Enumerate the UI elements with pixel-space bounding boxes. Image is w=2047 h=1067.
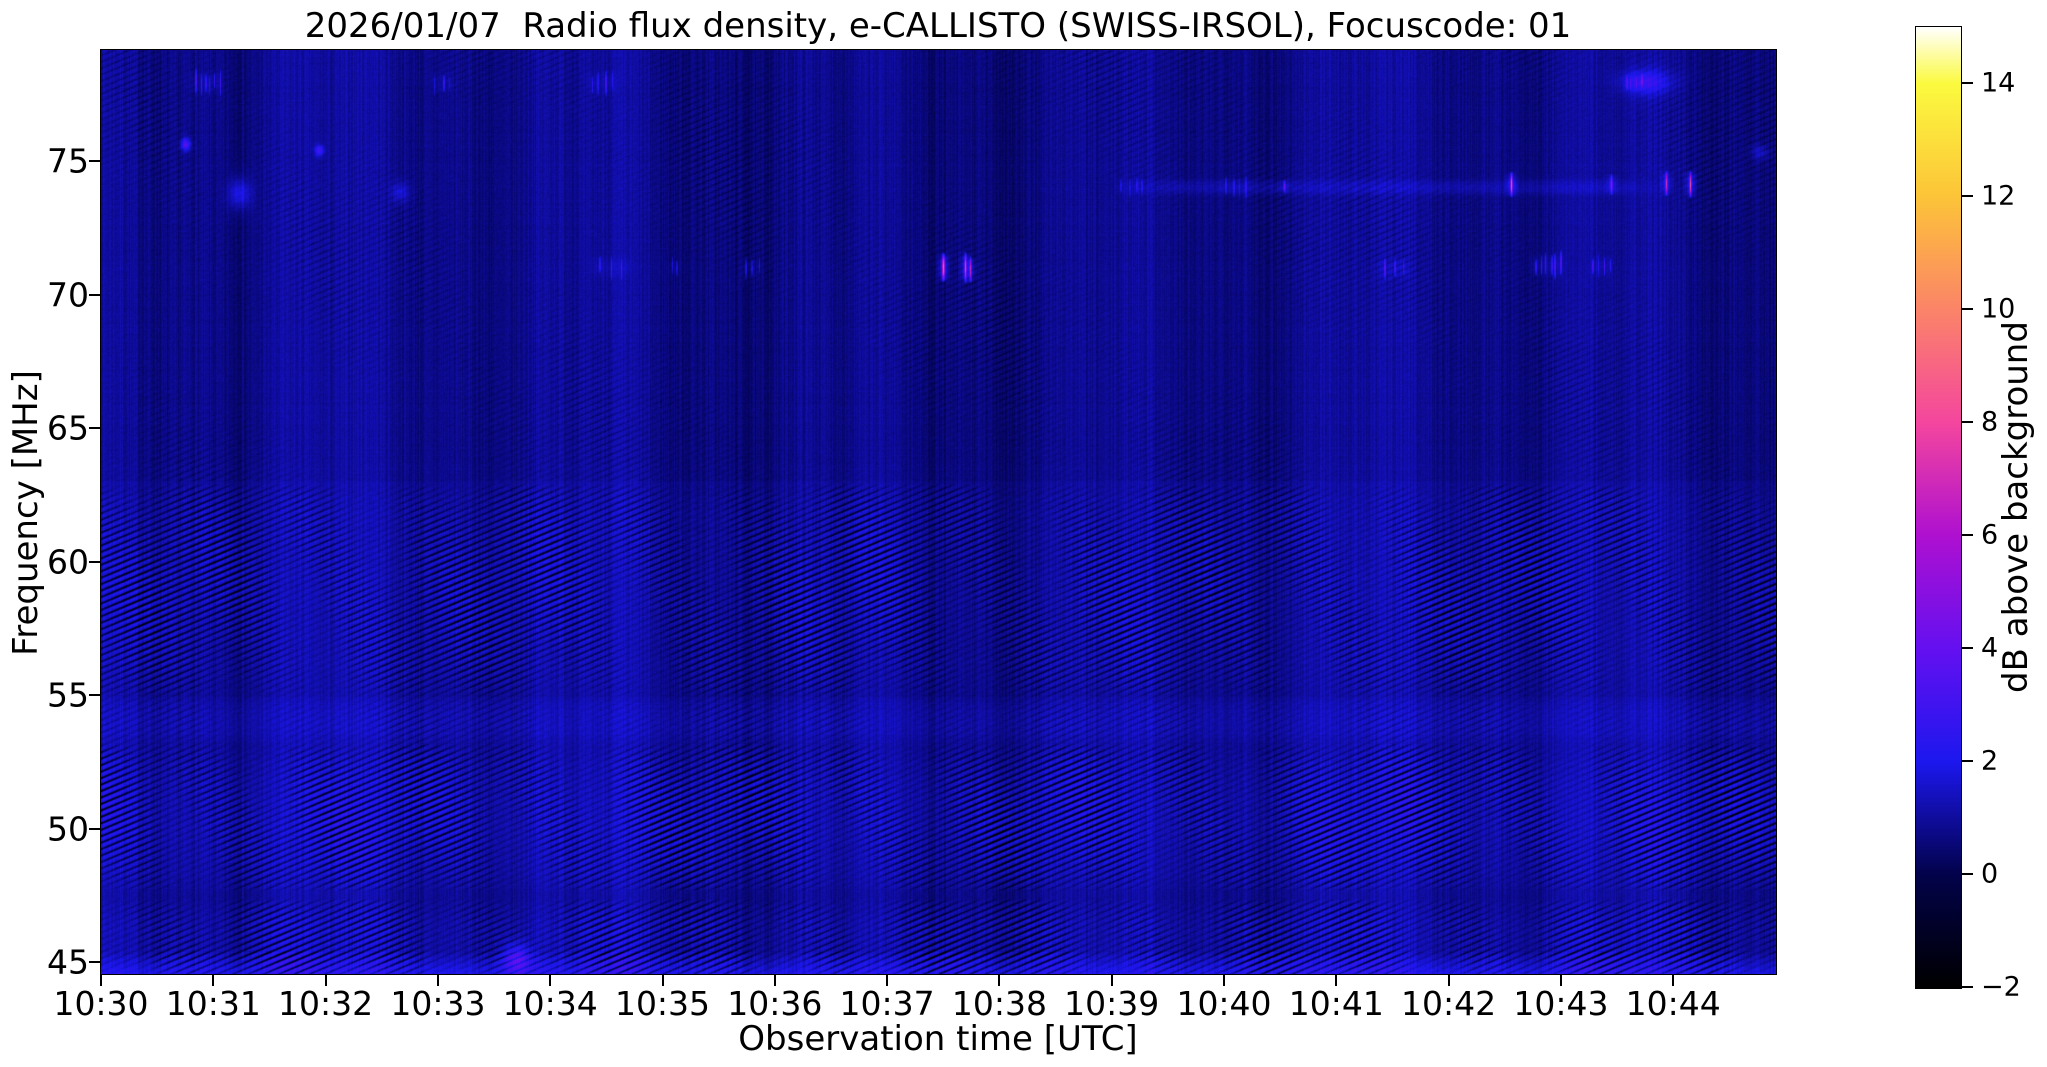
x-tick-label: 10:31 xyxy=(165,984,261,1023)
x-tick xyxy=(886,975,889,986)
colorbar-title: dB above background xyxy=(1996,321,2036,693)
colorbar-tick xyxy=(1962,872,1973,875)
colorbar-tick-label: 6 xyxy=(1981,519,1999,551)
x-tick-label: 10:35 xyxy=(614,984,711,1023)
y-tick-label: 75 xyxy=(47,141,89,181)
x-tick xyxy=(212,975,215,986)
y-tick xyxy=(89,427,100,429)
y-tick-label: 60 xyxy=(47,542,89,581)
x-tick-label: 10:38 xyxy=(951,984,1047,1023)
chart-title: 2026/01/07 Radio flux density, e-CALLIST… xyxy=(304,6,1572,46)
x-tick xyxy=(100,975,102,986)
y-tick xyxy=(89,694,100,696)
x-tick xyxy=(549,975,552,986)
colorbar-tick xyxy=(1962,646,1973,649)
colorbar-tick-label: 2 xyxy=(1981,745,1999,777)
y-tick xyxy=(89,293,100,296)
x-tick-label: 10:32 xyxy=(278,984,374,1023)
x-tick xyxy=(1223,975,1225,986)
spectrogram-canvas xyxy=(101,50,1776,974)
x-tick-label: 10:37 xyxy=(839,984,935,1023)
y-tick xyxy=(89,160,100,162)
x-tick xyxy=(1110,975,1113,986)
y-tick xyxy=(89,560,100,563)
x-tick xyxy=(1559,975,1562,986)
colorbar-tick-label: 0 xyxy=(1981,858,1999,890)
colorbar xyxy=(1915,26,1962,989)
x-tick-label: 10:33 xyxy=(390,984,486,1023)
x-tick xyxy=(436,975,439,986)
colorbar-tick xyxy=(1962,194,1973,197)
x-tick-label: 10:44 xyxy=(1625,984,1721,1023)
x-tick xyxy=(773,975,776,986)
y-tick-label: 50 xyxy=(47,809,89,848)
x-tick xyxy=(324,975,327,986)
colorbar-tick xyxy=(1962,420,1973,423)
colorbar-tick-label: −2 xyxy=(1981,971,2021,1003)
colorbar-tick xyxy=(1962,986,1973,988)
y-tick-label: 45 xyxy=(47,942,89,982)
x-tick-label: 10:40 xyxy=(1176,984,1272,1023)
colorbar-tick-label: 10 xyxy=(1981,293,2016,325)
colorbar-tick-label: 8 xyxy=(1981,406,1999,438)
x-tick-label: 10:34 xyxy=(502,984,598,1023)
colorbar-tick xyxy=(1962,759,1973,762)
colorbar-gradient xyxy=(1916,27,1961,988)
x-tick xyxy=(998,975,1001,986)
y-tick-label: 70 xyxy=(47,275,89,314)
x-tick-label: 10:41 xyxy=(1288,984,1384,1023)
y-tick xyxy=(89,827,100,830)
y-axis-title: Frequency [MHz] xyxy=(6,370,46,656)
x-tick-label: 10:42 xyxy=(1401,984,1497,1023)
x-tick-label: 10:43 xyxy=(1513,984,1609,1023)
y-tick-label: 65 xyxy=(47,408,89,448)
y-tick xyxy=(89,961,100,963)
colorbar-tick-label: 14 xyxy=(1981,67,2016,99)
x-tick xyxy=(1672,975,1675,986)
colorbar-tick-label: 4 xyxy=(1981,632,1999,664)
x-tick-label: 10:39 xyxy=(1064,984,1160,1023)
x-tick xyxy=(1335,975,1338,986)
x-tick-label: 10:30 xyxy=(53,984,149,1023)
colorbar-tick-label: 12 xyxy=(1981,180,2016,212)
x-tick xyxy=(661,975,664,986)
x-tick xyxy=(1447,975,1450,986)
x-tick-label: 10:36 xyxy=(727,984,823,1023)
colorbar-tick xyxy=(1962,307,1973,310)
y-tick-label: 55 xyxy=(47,675,89,715)
spectrogram-plot-area xyxy=(100,49,1777,975)
colorbar-tick xyxy=(1962,533,1973,536)
colorbar-tick xyxy=(1962,81,1973,84)
x-axis-title: Observation time [UTC] xyxy=(738,1019,1138,1059)
